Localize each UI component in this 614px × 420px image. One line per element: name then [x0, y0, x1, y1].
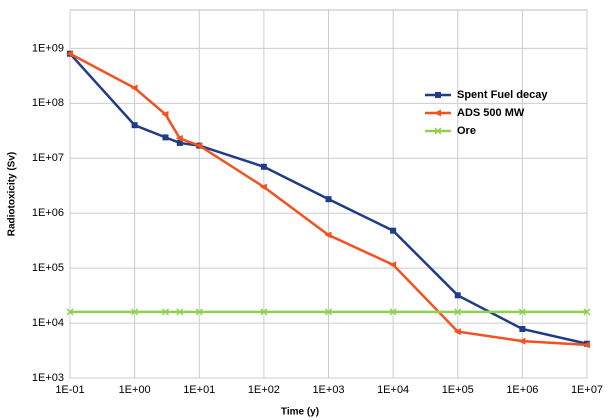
x-tick-label: 1E+07 [571, 384, 603, 396]
x-tick-label: 1E+01 [183, 384, 215, 396]
x-tick-label: 1E+00 [119, 384, 151, 396]
marker [324, 231, 332, 239]
marker [175, 134, 183, 142]
marker [454, 308, 462, 316]
y-tick-label: 1E+03 [32, 372, 64, 384]
marker [176, 308, 184, 316]
y-tick-label: 1E+08 [32, 97, 64, 109]
y-tick-label: 1E+04 [32, 317, 64, 329]
marker [66, 308, 74, 316]
marker [518, 308, 526, 316]
marker [519, 325, 526, 332]
x-tick-label: 1E+04 [377, 384, 409, 396]
x-tick-label: 1E+06 [506, 384, 538, 396]
y-tick-label: 1E+06 [32, 207, 64, 219]
marker [195, 142, 203, 150]
marker [130, 84, 138, 92]
y-axis-title: Radiotoxicity (Sv) [7, 152, 18, 236]
x-tick-label: 1E-01 [55, 384, 84, 396]
marker [389, 308, 397, 316]
marker [453, 328, 461, 336]
marker [583, 341, 590, 349]
y-tick-label: 1E+07 [32, 152, 64, 164]
legend-label: Ore [457, 125, 476, 137]
y-tick-label: 1E+05 [32, 262, 64, 274]
marker [260, 308, 268, 316]
marker [260, 163, 267, 170]
marker [131, 122, 138, 129]
marker [434, 109, 441, 117]
marker [518, 337, 526, 345]
x-axis-title: Time (y) [281, 407, 319, 418]
marker [454, 292, 461, 299]
y-tick-label: 1E+09 [32, 42, 64, 54]
marker [162, 134, 169, 141]
marker [131, 308, 139, 316]
marker [161, 110, 169, 118]
marker [435, 92, 441, 98]
marker [390, 227, 397, 234]
marker [324, 308, 333, 316]
marker [389, 261, 397, 269]
marker [434, 127, 442, 135]
x-tick-label: 1E+05 [442, 384, 474, 396]
marker [325, 196, 332, 203]
marker [583, 308, 591, 316]
marker [259, 183, 267, 191]
x-tick-label: 1E+03 [312, 384, 344, 396]
legend-label: Spent Fuel decay [457, 89, 548, 101]
x-tick-label: 1E+02 [248, 384, 280, 396]
marker [66, 50, 73, 58]
marker [195, 308, 203, 316]
legend-label: ADS 500 MW [457, 107, 525, 119]
marker [161, 308, 169, 316]
marker [176, 139, 183, 146]
